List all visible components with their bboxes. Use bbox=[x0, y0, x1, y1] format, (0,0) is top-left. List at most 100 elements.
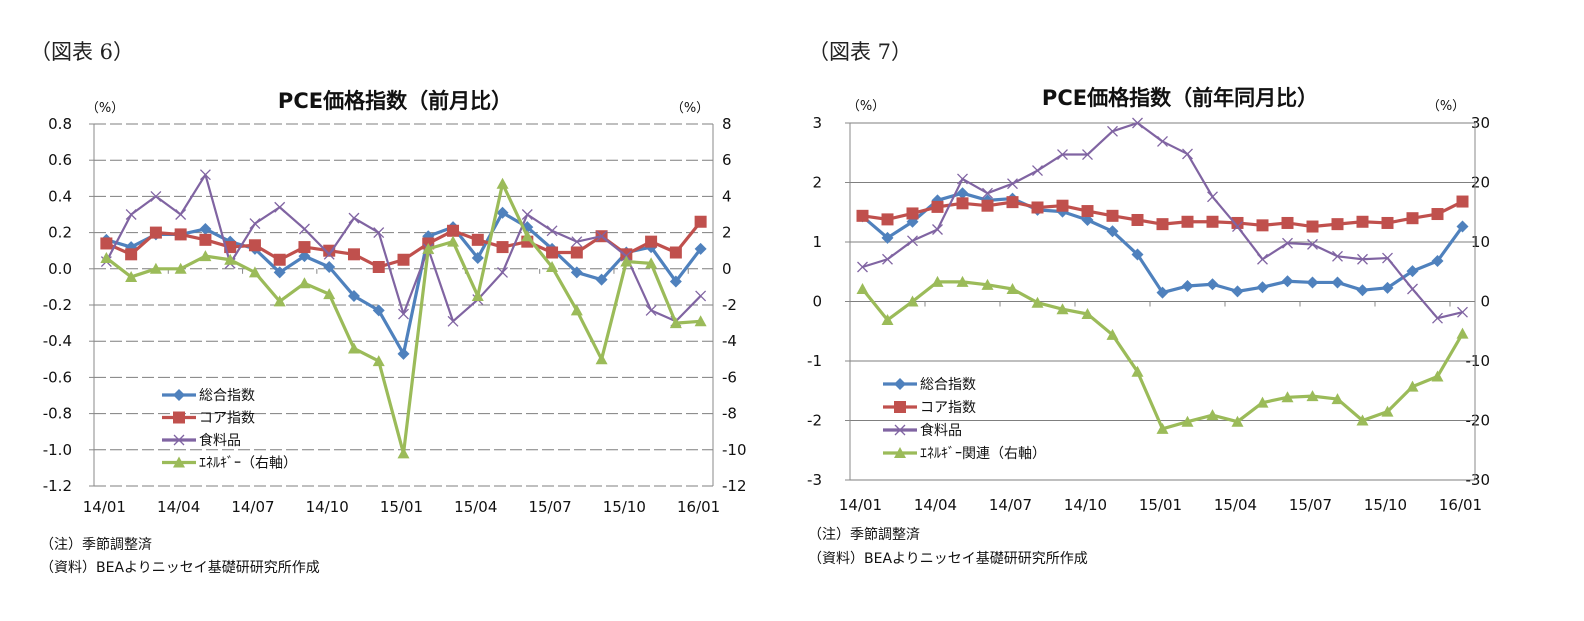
data-point bbox=[1081, 205, 1094, 218]
data-point bbox=[1107, 125, 1118, 137]
data-point bbox=[1006, 283, 1019, 295]
data-point bbox=[981, 278, 994, 290]
x-tick-label: 14/04 bbox=[157, 498, 200, 516]
data-point bbox=[274, 201, 286, 213]
data-point bbox=[931, 200, 944, 213]
left-tick-label: 0.6 bbox=[48, 151, 72, 169]
data-point bbox=[347, 342, 360, 354]
legend-label: 食料品 bbox=[199, 432, 241, 449]
data-point bbox=[1207, 191, 1218, 203]
data-point bbox=[669, 246, 682, 259]
data-point bbox=[150, 190, 162, 202]
data-point bbox=[907, 235, 918, 247]
data-point bbox=[1331, 393, 1344, 405]
figure-7-label: （図表 7） bbox=[808, 40, 913, 64]
data-point bbox=[175, 209, 187, 220]
data-point bbox=[174, 228, 187, 241]
data-point bbox=[299, 223, 310, 235]
data-point bbox=[645, 304, 657, 316]
data-point bbox=[447, 235, 460, 247]
left-tick-label: -2 bbox=[807, 412, 822, 430]
data-point bbox=[1281, 216, 1294, 229]
data-point bbox=[1432, 312, 1443, 324]
data-point bbox=[298, 241, 311, 254]
data-point bbox=[1356, 414, 1369, 426]
legend-item: コア指数 bbox=[883, 400, 976, 416]
data-point bbox=[471, 251, 484, 264]
data-point bbox=[1257, 253, 1268, 265]
data-point bbox=[546, 260, 559, 272]
data-point bbox=[1407, 283, 1418, 295]
data-point bbox=[273, 266, 286, 279]
legend-marker bbox=[173, 389, 185, 401]
data-point bbox=[1381, 405, 1394, 417]
data-point bbox=[1381, 216, 1394, 229]
data-point bbox=[1256, 281, 1269, 294]
right-tick-label: 20 bbox=[1471, 174, 1490, 192]
x-tick-label: 14/07 bbox=[231, 498, 274, 516]
data-point bbox=[398, 308, 409, 320]
right-tick-label: -20 bbox=[1466, 412, 1491, 430]
data-point bbox=[1157, 135, 1168, 147]
data-point bbox=[881, 231, 894, 244]
legend-label: 食料品 bbox=[920, 422, 962, 439]
right-tick-label: 10 bbox=[1471, 233, 1490, 251]
x-tick-label: 14/10 bbox=[1064, 496, 1107, 514]
left-tick-label: -3 bbox=[807, 471, 822, 489]
data-point bbox=[496, 206, 509, 219]
legend-label: ｴﾈﾙｷﾞｰ（右軸） bbox=[199, 456, 297, 472]
legend-marker bbox=[894, 378, 906, 390]
data-point bbox=[1081, 307, 1094, 319]
data-point bbox=[347, 289, 360, 302]
data-point bbox=[1131, 213, 1144, 226]
data-point bbox=[1181, 215, 1194, 228]
data-point bbox=[397, 347, 410, 360]
data-point bbox=[125, 209, 137, 220]
data-point bbox=[570, 266, 583, 279]
right-tick-label: -30 bbox=[1466, 471, 1491, 489]
x-tick-label: 15/07 bbox=[528, 498, 571, 516]
right-axis-unit: （%） bbox=[671, 101, 709, 116]
chart-6: 0.8 8 0.6 6 0.4 4 0.2 2 0.0 0 -0.2 -2 -0.4 -4 -0.6 -6 -0… bbox=[43, 89, 747, 516]
data-point bbox=[645, 235, 658, 248]
left-tick-label: -0.8 bbox=[43, 405, 72, 423]
legend-label: コア指数 bbox=[920, 400, 976, 416]
x-tick-label: 14/01 bbox=[839, 496, 882, 514]
data-point bbox=[1256, 219, 1269, 232]
legend-item: 総合指数 bbox=[162, 388, 255, 404]
right-tick-label: -12 bbox=[722, 477, 747, 495]
left-axis-unit: （%） bbox=[86, 101, 124, 116]
x-tick-label: 14/04 bbox=[914, 496, 957, 514]
data-point bbox=[1206, 215, 1219, 228]
right-tick-label: -4 bbox=[722, 332, 737, 350]
left-tick-label: 1 bbox=[812, 233, 822, 251]
data-point bbox=[981, 199, 994, 212]
figure-7-note: （注）季節調整済 bbox=[808, 527, 920, 543]
right-tick-label: -10 bbox=[1466, 352, 1491, 370]
left-tick-label: 0.4 bbox=[48, 187, 72, 205]
data-point bbox=[348, 212, 360, 224]
data-point bbox=[1106, 328, 1119, 340]
data-point bbox=[1356, 284, 1369, 297]
data-point bbox=[882, 253, 893, 265]
series-line bbox=[105, 211, 702, 356]
data-point bbox=[249, 218, 261, 230]
data-point bbox=[1281, 275, 1294, 288]
data-point bbox=[1131, 248, 1144, 261]
left-tick-label: 0 bbox=[812, 293, 822, 311]
data-point bbox=[323, 260, 336, 273]
data-point bbox=[1156, 218, 1169, 231]
right-tick-label: 6 bbox=[722, 151, 732, 169]
legend-item: 食料品 bbox=[883, 422, 962, 439]
data-point bbox=[1356, 215, 1369, 228]
left-tick-label: -1.2 bbox=[43, 477, 72, 495]
data-point bbox=[1181, 415, 1194, 427]
legend-item: ｴﾈﾙｷﾞｰ関連（右軸） bbox=[883, 446, 1046, 462]
data-point bbox=[1182, 148, 1193, 160]
data-point bbox=[199, 250, 212, 262]
data-point bbox=[373, 227, 385, 239]
data-point bbox=[1156, 422, 1169, 434]
data-point bbox=[906, 295, 919, 307]
x-tick-label: 14/10 bbox=[306, 498, 349, 516]
data-point bbox=[1156, 286, 1169, 299]
